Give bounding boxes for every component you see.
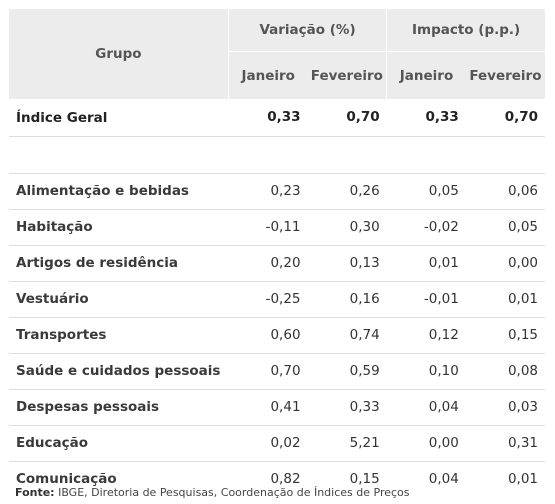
var-feb-cell: 5,21 bbox=[307, 425, 387, 462]
table-row: Saúde e cuidados pessoais 0,70 0,59 0,10… bbox=[9, 353, 545, 390]
imp-jan-cell: -0,01 bbox=[386, 281, 466, 318]
imp-feb-cell: 0,01 bbox=[507, 471, 538, 487]
imp-jan-cell: 0,04 bbox=[386, 389, 466, 426]
spacer-cell bbox=[228, 136, 308, 174]
table-row-index: Índice Geral 0,33 0,70 0,33 0,70 bbox=[9, 99, 545, 137]
var-feb-cell: 0,74 bbox=[307, 317, 387, 354]
group-cell: Alimentação e bebidas bbox=[9, 173, 229, 210]
imp-feb-cell: 0,05 bbox=[465, 209, 545, 246]
header-variation-feb: Fevereiro bbox=[307, 51, 387, 99]
header-variation-jan: Janeiro bbox=[227, 51, 308, 99]
source-label: Fonte: bbox=[15, 486, 55, 499]
header-variation: Variação (%) bbox=[227, 9, 387, 52]
imp-jan-cell: 0,10 bbox=[386, 353, 466, 390]
imp-jan-cell: -0,02 bbox=[386, 209, 466, 246]
table-body: Índice Geral 0,33 0,70 0,33 0,70 Aliment… bbox=[9, 99, 545, 497]
var-feb-cell: 0,26 bbox=[307, 173, 387, 210]
spacer-cell bbox=[307, 136, 387, 174]
imp-jan-cell: 0,01 bbox=[386, 245, 466, 282]
header-impact: Impacto (p.p.) bbox=[386, 9, 545, 52]
imp-feb-cell: 0,70 bbox=[465, 99, 545, 137]
group-cell: Educação bbox=[9, 425, 229, 462]
header-impact-feb: Fevereiro bbox=[465, 51, 545, 99]
imp-feb-cell: 0,03 bbox=[465, 389, 545, 426]
var-feb-cell: 0,15 bbox=[349, 471, 380, 487]
imp-jan-cell: 0,04 bbox=[428, 471, 459, 487]
table-row: Educação 0,02 5,21 0,00 0,31 bbox=[9, 425, 545, 462]
group-cell: Habitação bbox=[9, 209, 229, 246]
var-feb-cell: 0,16 bbox=[307, 281, 387, 318]
var-jan-cell: 0,82 bbox=[270, 471, 301, 487]
var-jan-cell: 0,60 bbox=[228, 317, 308, 354]
var-jan-cell: 0,41 bbox=[228, 389, 308, 426]
imp-feb-cell: 0,15 bbox=[465, 317, 545, 354]
source-note: Fonte: IBGE, Diretoria de Pesquisas, Coo… bbox=[15, 486, 410, 499]
group-cell: Comunicação bbox=[16, 471, 117, 487]
spacer-cell bbox=[465, 136, 545, 174]
table-header: Grupo Variação (%) Impacto (p.p.) Janeir… bbox=[9, 9, 545, 100]
group-cell: Índice Geral bbox=[9, 99, 229, 137]
table-row: Vestuário -0,25 0,16 -0,01 0,01 bbox=[9, 281, 545, 318]
table-row-spacer bbox=[9, 136, 545, 174]
var-jan-cell: 0,23 bbox=[228, 173, 308, 210]
table-row: Habitação -0,11 0,30 -0,02 0,05 bbox=[9, 209, 545, 246]
group-cell: Artigos de residência bbox=[9, 245, 229, 282]
var-jan-cell: -0,11 bbox=[228, 209, 308, 246]
var-jan-cell: 0,33 bbox=[228, 99, 308, 137]
imp-feb-cell: 0,08 bbox=[465, 353, 545, 390]
var-feb-cell: 0,70 bbox=[307, 99, 387, 137]
table-row: Alimentação e bebidas 0,23 0,26 0,05 0,0… bbox=[9, 173, 545, 210]
inflation-table: Grupo Variação (%) Impacto (p.p.) Janeir… bbox=[9, 9, 545, 497]
var-feb-cell: 0,59 bbox=[307, 353, 387, 390]
var-jan-cell: -0,25 bbox=[228, 281, 308, 318]
var-feb-cell: 0,30 bbox=[307, 209, 387, 246]
imp-jan-cell: 0,33 bbox=[386, 99, 466, 137]
imp-feb-cell: 0,01 bbox=[465, 281, 545, 318]
group-cell: Despesas pessoais bbox=[9, 389, 229, 426]
table-row: Artigos de residência 0,20 0,13 0,01 0,0… bbox=[9, 245, 545, 282]
imp-feb-cell: 0,31 bbox=[465, 425, 545, 462]
spacer-cell bbox=[386, 136, 466, 174]
table-row: Despesas pessoais 0,41 0,33 0,04 0,03 bbox=[9, 389, 545, 426]
imp-jan-cell: 0,05 bbox=[386, 173, 466, 210]
imp-feb-cell: 0,06 bbox=[465, 173, 545, 210]
var-feb-cell: 0,33 bbox=[307, 389, 387, 426]
var-jan-cell: 0,70 bbox=[228, 353, 308, 390]
imp-jan-cell: 0,12 bbox=[386, 317, 466, 354]
header-impact-jan: Janeiro bbox=[386, 51, 466, 99]
imp-jan-cell: 0,00 bbox=[386, 425, 466, 462]
source-text: IBGE, Diretoria de Pesquisas, Coordenaçã… bbox=[54, 486, 410, 499]
group-cell: Transportes bbox=[9, 317, 229, 354]
header-group: Grupo bbox=[9, 9, 229, 100]
group-cell: Vestuário bbox=[9, 281, 229, 318]
group-cell: Saúde e cuidados pessoais bbox=[9, 353, 229, 390]
table-row: Comunicação 0,82 0,15 0,04 0,01 bbox=[9, 461, 545, 497]
var-jan-cell: 0,20 bbox=[228, 245, 308, 282]
var-feb-cell: 0,13 bbox=[307, 245, 387, 282]
table-row: Transportes 0,60 0,74 0,12 0,15 bbox=[9, 317, 545, 354]
imp-feb-cell: 0,00 bbox=[465, 245, 545, 282]
var-jan-cell: 0,02 bbox=[228, 425, 308, 462]
spacer-cell bbox=[9, 136, 229, 174]
